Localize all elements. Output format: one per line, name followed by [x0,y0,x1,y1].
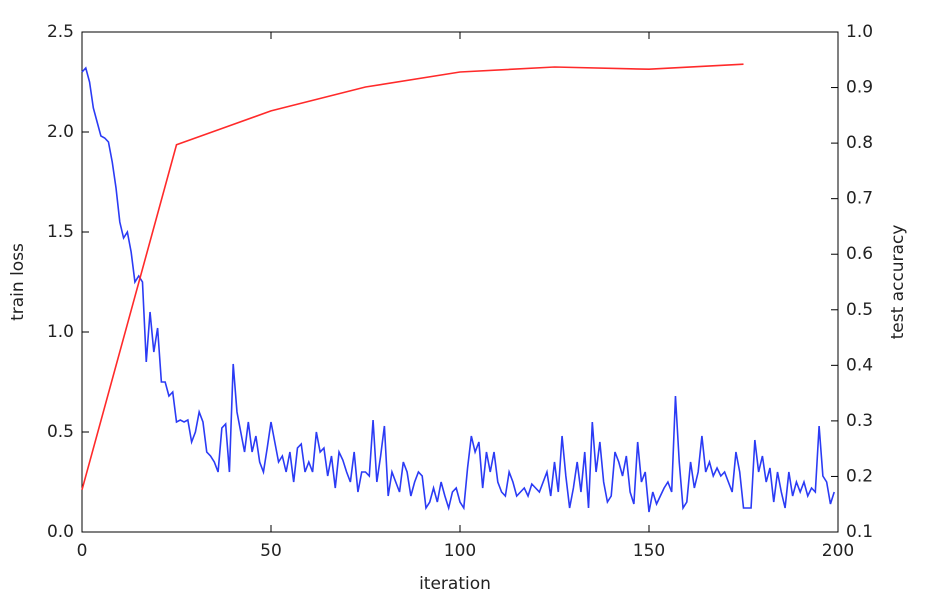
x-tick-label: 100 [444,541,476,561]
y2-tick-label: 0.4 [846,355,873,375]
y2-axis-label: test accuracy [888,225,908,340]
y-tick-label: 2.5 [47,22,74,42]
line-series [81,66,835,513]
y-tick-label: 2.0 [47,122,74,142]
x-tick-label: 50 [260,541,282,561]
y-axis-label: train loss [8,243,28,321]
y2-tick-label: 0.5 [846,300,873,320]
y2-tick-label: 1.0 [846,22,873,42]
y2-tick-label: 0.7 [846,189,873,209]
x-tick-label: 200 [822,541,854,561]
x-axis-label: iteration [419,574,491,594]
x-tick-label: 0 [77,541,88,561]
line-series [81,63,744,490]
y2-tick-label: 0.2 [846,466,873,486]
plot-frame [81,31,839,533]
y-tick-label: 0.0 [47,522,74,542]
y2-tick-label: 0.3 [846,411,873,431]
y2-tick-label: 0.9 [846,78,873,98]
y2-tick-label: 0.8 [846,133,873,153]
y-tick-label: 1.5 [47,222,74,242]
x-tick-label: 150 [633,541,665,561]
y-tick-label: 1.0 [47,322,74,342]
y-tick-label: 0.5 [47,422,74,442]
y2-tick-label: 0.6 [846,244,873,264]
y2-tick-label: 0.1 [846,522,873,542]
